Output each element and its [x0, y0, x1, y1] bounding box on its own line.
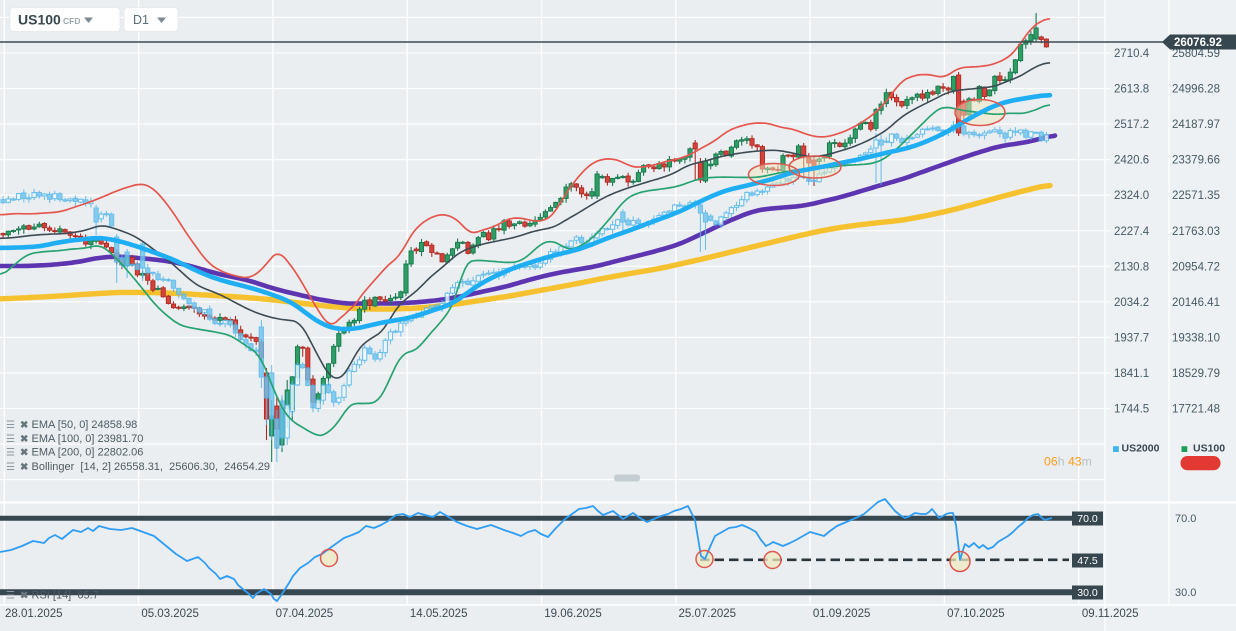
- svg-text:20146.41: 20146.41: [1172, 297, 1220, 309]
- svg-text:23379.66: 23379.66: [1172, 155, 1220, 167]
- svg-text:20954.72: 20954.72: [1172, 261, 1220, 273]
- svg-text:19.06.2025: 19.06.2025: [544, 608, 602, 620]
- svg-text:2130.8: 2130.8: [1114, 261, 1149, 273]
- svg-text:✖: ✖: [20, 420, 28, 431]
- svg-text:☰: ☰: [6, 434, 15, 445]
- svg-text:70.0: 70.0: [1175, 513, 1196, 525]
- svg-text:21763.03: 21763.03: [1172, 226, 1220, 238]
- svg-text:25804.59: 25804.59: [1172, 48, 1220, 60]
- svg-text:US100: US100: [1193, 443, 1225, 455]
- svg-text:EMA [50, 0] 24858.98: EMA [50, 0] 24858.98: [32, 419, 138, 431]
- svg-text:22571.35: 22571.35: [1172, 190, 1220, 202]
- svg-text:EMA [100, 0] 23981.70: EMA [100, 0] 23981.70: [32, 433, 144, 445]
- svg-text:☰: ☰: [6, 591, 15, 602]
- svg-text:14.05.2025: 14.05.2025: [410, 608, 468, 620]
- svg-text:✖: ✖: [20, 462, 28, 473]
- svg-text:CFD: CFD: [63, 16, 80, 26]
- svg-text:2710.4: 2710.4: [1114, 48, 1150, 60]
- svg-text:18529.79: 18529.79: [1172, 368, 1220, 380]
- svg-text:06h 43m: 06h 43m: [1044, 454, 1092, 468]
- svg-text:01.09.2025: 01.09.2025: [813, 608, 871, 620]
- svg-text:US2000: US2000: [1122, 443, 1160, 455]
- svg-text:09.11.2025: 09.11.2025: [1082, 608, 1139, 620]
- svg-text:☰: ☰: [6, 420, 15, 431]
- svg-text:2227.4: 2227.4: [1114, 226, 1150, 238]
- svg-text:30.0: 30.0: [1077, 587, 1098, 599]
- svg-text:Bollinger [14, 2] 26558.31,: Bollinger [14, 2] 26558.31, 25606.30, 24…: [32, 461, 271, 473]
- svg-text:28.01.2025: 28.01.2025: [5, 608, 63, 620]
- svg-text:✖: ✖: [20, 434, 28, 445]
- svg-text:25.07.2025: 25.07.2025: [679, 608, 737, 620]
- svg-text:1937.7: 1937.7: [1114, 332, 1149, 344]
- svg-text:2420.6: 2420.6: [1114, 155, 1149, 167]
- svg-text:☰: ☰: [6, 462, 15, 473]
- svg-text:24187.97: 24187.97: [1172, 119, 1220, 131]
- svg-text:✖: ✖: [20, 448, 28, 459]
- svg-text:07.04.2025: 07.04.2025: [276, 608, 334, 620]
- svg-text:EMA [200, 0] 22802.06: EMA [200, 0] 22802.06: [32, 447, 144, 459]
- svg-text:✖: ✖: [20, 591, 28, 602]
- svg-text:2613.8: 2613.8: [1114, 84, 1149, 96]
- svg-text:RSI [14] 65.7: RSI [14] 65.7: [32, 590, 99, 602]
- svg-text:1744.5: 1744.5: [1114, 404, 1149, 416]
- svg-text:17721.48: 17721.48: [1172, 404, 1220, 416]
- svg-text:47.5: 47.5: [1077, 555, 1098, 567]
- svg-text:2517.2: 2517.2: [1114, 119, 1149, 131]
- svg-text:1841.1: 1841.1: [1114, 368, 1149, 380]
- svg-text:D1: D1: [133, 13, 149, 27]
- svg-text:19338.10: 19338.10: [1172, 332, 1220, 344]
- svg-text:05.03.2025: 05.03.2025: [141, 608, 199, 620]
- svg-text:US100: US100: [18, 12, 61, 28]
- svg-text:07.10.2025: 07.10.2025: [947, 608, 1005, 620]
- svg-text:26076.92: 26076.92: [1174, 37, 1222, 49]
- svg-text:70.0: 70.0: [1077, 513, 1098, 525]
- svg-text:2324.0: 2324.0: [1114, 190, 1149, 202]
- svg-text:30.0: 30.0: [1175, 587, 1196, 599]
- svg-text:2034.2: 2034.2: [1114, 297, 1149, 309]
- svg-text:☰: ☰: [6, 448, 15, 459]
- svg-text:24996.28: 24996.28: [1172, 84, 1220, 96]
